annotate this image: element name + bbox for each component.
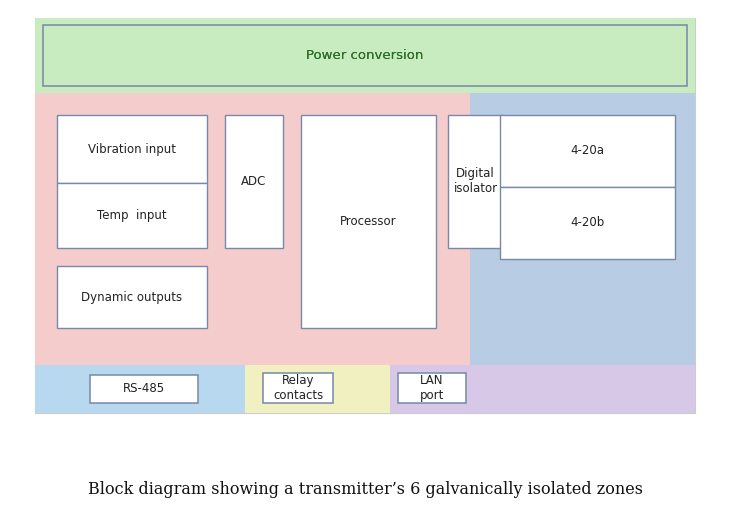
Bar xyxy=(35,365,245,413)
Text: RS-485: RS-485 xyxy=(123,383,165,396)
Text: 4-20a: 4-20a xyxy=(571,145,604,158)
Bar xyxy=(263,373,333,403)
Bar xyxy=(35,18,695,413)
Bar xyxy=(245,365,390,413)
Bar xyxy=(470,93,695,413)
Bar xyxy=(448,115,503,248)
Text: ADC: ADC xyxy=(242,175,266,188)
Bar xyxy=(57,115,207,183)
Text: Dynamic outputs: Dynamic outputs xyxy=(82,291,182,303)
Bar xyxy=(301,115,436,328)
Bar xyxy=(90,375,198,403)
Bar xyxy=(35,18,695,93)
Bar xyxy=(500,115,675,187)
Bar xyxy=(225,115,283,248)
Text: Relay
contacts: Relay contacts xyxy=(273,374,323,402)
Text: Processor: Processor xyxy=(340,215,397,228)
Bar xyxy=(35,93,470,365)
Bar xyxy=(43,25,687,86)
Text: Digital
isolator: Digital isolator xyxy=(453,168,498,196)
Bar xyxy=(57,266,207,328)
Text: Power conversion: Power conversion xyxy=(307,49,423,62)
Text: LAN
port: LAN port xyxy=(420,374,444,402)
Bar xyxy=(57,183,207,248)
Bar xyxy=(398,373,466,403)
Bar xyxy=(500,187,675,259)
Text: Temp  input: Temp input xyxy=(97,209,167,222)
Text: Vibration input: Vibration input xyxy=(88,143,176,156)
Text: 4-20b: 4-20b xyxy=(570,217,604,230)
Bar xyxy=(390,365,695,413)
Text: Block diagram showing a transmitter’s 6 galvanically isolated zones: Block diagram showing a transmitter’s 6 … xyxy=(88,481,642,499)
Text: Power conversion: Power conversion xyxy=(307,49,423,62)
